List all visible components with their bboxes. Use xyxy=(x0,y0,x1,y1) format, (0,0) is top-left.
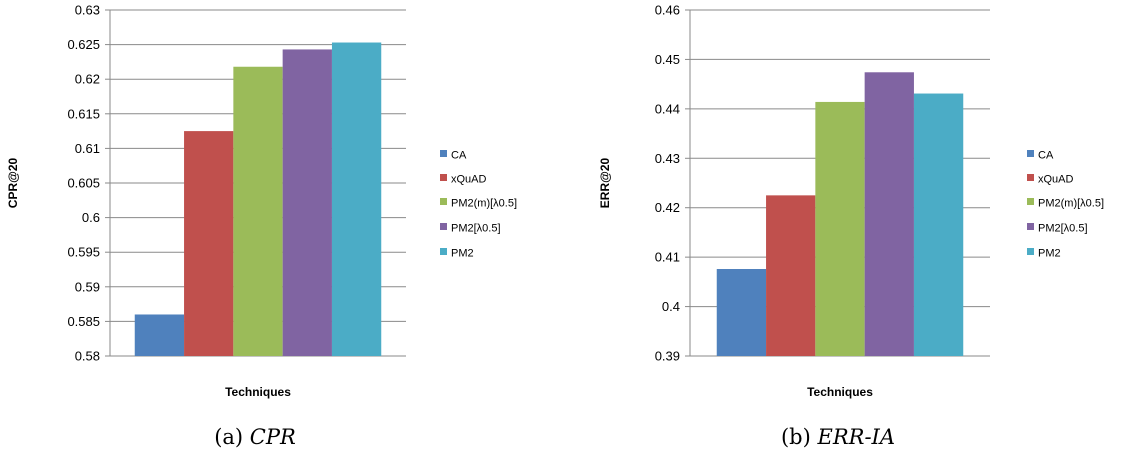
y-tick-label: 0.615 xyxy=(67,106,100,121)
bar-ca xyxy=(134,314,185,356)
legend-swatch xyxy=(440,174,447,181)
y-tick-label: 0.4 xyxy=(662,299,680,314)
caption-title: CPR xyxy=(250,425,296,449)
y-tick-label: 0.39 xyxy=(655,349,680,364)
legend-label: xQuAD xyxy=(451,174,487,186)
bar-xquad xyxy=(766,195,816,356)
x-axis-title: Techniques xyxy=(225,385,291,399)
y-tick-label: 0.58 xyxy=(75,349,100,364)
y-tick-label: 0.62 xyxy=(75,72,100,87)
x-axis-title: Techniques xyxy=(807,385,873,399)
y-tick-label: 0.46 xyxy=(655,3,680,18)
legend-label: xQuAD xyxy=(1038,174,1074,186)
y-tick-label: 0.42 xyxy=(655,200,680,215)
legend-label: PM2[λ0.5] xyxy=(1038,223,1088,235)
legend-label: CA xyxy=(451,150,467,162)
bar-pm2-0-5- xyxy=(864,72,914,356)
y-tick-label: 0.63 xyxy=(75,3,100,18)
y-tick-label: 0.595 xyxy=(67,245,100,260)
y-tick-label: 0.59 xyxy=(75,279,100,294)
legend-label: PM2(m)[λ0.5] xyxy=(1038,198,1104,210)
subfigure-caption: (b) ERR-IA xyxy=(781,425,895,449)
y-tick-label: 0.44 xyxy=(655,101,680,116)
bar-pm2-m-0-5- xyxy=(815,101,865,357)
y-axis-title: CPR@20 xyxy=(6,157,20,208)
bar-pm2 xyxy=(913,93,964,356)
y-axis-title: ERR@20 xyxy=(598,157,612,208)
chart-err-ia: 0.39 0.4 0.41 0.42 0.43 0.44 0.45 0.46 ERR@20 Tec… xyxy=(598,3,1104,450)
legend-label: PM2[λ0.5] xyxy=(451,223,501,235)
legend-swatch xyxy=(1027,223,1034,230)
chart-cpr: 0.58 0.585 0.59 0.595 0.6 0.605 0.61 0.615 0.62 0… xyxy=(6,3,517,450)
caption-title: ERR-IA xyxy=(817,425,896,449)
caption-prefix: (b) xyxy=(781,425,818,449)
bar-pm2-0-5- xyxy=(282,49,332,356)
legend-swatch xyxy=(1027,248,1034,255)
legend-label: PM2 xyxy=(1038,248,1061,260)
legend-swatch xyxy=(440,198,447,205)
subfigure-caption: (a) CPR xyxy=(214,425,296,449)
legend-swatch xyxy=(440,223,447,230)
bar-ca xyxy=(716,269,767,356)
y-tick-label: 0.625 xyxy=(67,37,100,52)
legend-swatch xyxy=(1027,174,1034,181)
legend-swatch xyxy=(1027,198,1034,205)
y-tick-label: 0.45 xyxy=(655,52,680,67)
caption-prefix: (a) xyxy=(214,425,250,449)
y-tick-label: 0.605 xyxy=(67,176,100,191)
bar-xquad xyxy=(184,131,234,356)
y-tick-label: 0.6 xyxy=(82,210,100,225)
legend-swatch xyxy=(440,248,447,255)
legend-label: PM2(m)[λ0.5] xyxy=(451,198,517,210)
legend-swatch xyxy=(1027,150,1034,157)
y-tick-label: 0.61 xyxy=(75,141,100,156)
legend-label: PM2 xyxy=(451,248,474,260)
y-tick-label: 0.41 xyxy=(655,250,680,265)
bar-pm2 xyxy=(331,42,382,357)
y-tick-label: 0.43 xyxy=(655,151,680,166)
y-tick-label: 0.585 xyxy=(67,314,100,329)
legend-label: CA xyxy=(1038,150,1054,162)
legend-swatch xyxy=(440,150,447,157)
bar-pm2-m-0-5- xyxy=(233,66,283,356)
